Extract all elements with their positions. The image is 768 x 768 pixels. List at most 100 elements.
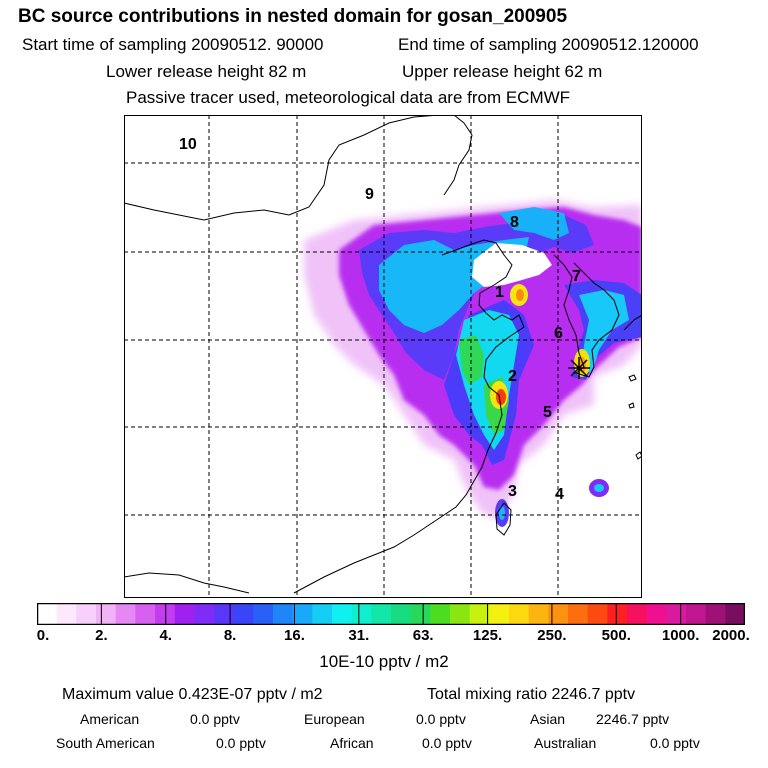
region-label-10: 10 — [179, 136, 197, 153]
region-label-9: 9 — [365, 186, 374, 203]
colorbar-cell — [391, 603, 412, 625]
colorbar-cell — [56, 603, 77, 625]
south-coast — [124, 572, 250, 594]
south-american-label: South American — [56, 735, 155, 751]
colorbar-tick-label: 2. — [95, 627, 108, 644]
african-value: 0.0 pptv — [422, 735, 472, 751]
colorbar-cell — [214, 603, 235, 625]
colorbar-cell — [705, 603, 726, 625]
region-label-3: 3 — [508, 483, 517, 500]
australian-label: Australian — [534, 735, 597, 751]
northern-border — [124, 115, 440, 221]
colorbar-cell — [430, 603, 451, 625]
total-mixing-ratio: Total mixing ratio 2246.7 pptv — [427, 686, 636, 703]
colorbar-cell — [371, 603, 392, 625]
colorbar-cell — [686, 603, 707, 625]
african-label: African — [330, 735, 374, 751]
colorbar-tick-label: 31. — [348, 627, 370, 644]
european-value: 0.0 pptv — [416, 711, 466, 727]
patch-taiwan-strait-core — [499, 506, 505, 520]
american-label: American — [80, 711, 140, 727]
region-label-1: 1 — [495, 284, 504, 301]
maximum-value: Maximum value 0.423E-07 pptv / m2 — [62, 686, 323, 703]
colorbar-cell — [528, 603, 549, 625]
colorbar-cell — [135, 603, 156, 625]
colorbar-frame — [37, 603, 745, 625]
colorbar-cell — [332, 603, 353, 625]
colorbar-tick-label: 8. — [223, 627, 237, 644]
colorbar-cell — [351, 603, 372, 625]
upper-release-label: Upper release height 62 m — [402, 62, 603, 81]
colorbar-cell — [725, 603, 745, 625]
colorbar-cell — [96, 603, 117, 625]
plume-layer-cyan-north — [499, 207, 569, 240]
colorbar-tick-label: 4. — [159, 627, 172, 644]
region-label-4: 4 — [555, 486, 564, 503]
colorbar-tick-label: 250. — [537, 627, 567, 644]
colorbar-cell — [627, 603, 648, 625]
region-label-2: 2 — [508, 368, 517, 385]
colorbar-tick-label: 500. — [601, 627, 631, 644]
colorbar-cell — [312, 603, 333, 625]
coastlines — [124, 115, 642, 594]
plume-layer-cyan-east — [579, 290, 629, 373]
colorbar-cell — [548, 603, 569, 625]
colorbar-cell — [666, 603, 687, 625]
end-time-label: End time of sampling 20090512.120000 — [398, 35, 699, 54]
map-frame — [124, 115, 642, 598]
asian-value: 2246.7 pptv — [596, 711, 670, 727]
map-panel: 10 9 8 7 1 6 2 5 3 4 — [124, 115, 642, 598]
colorbar-cell — [253, 603, 274, 625]
colorbar-cell — [509, 603, 530, 625]
colorbar-cell — [155, 603, 176, 625]
colorbar-tick-label: 125. — [472, 627, 503, 644]
colorbar-unit: 10E-10 pptv / m2 — [319, 652, 449, 671]
concentration-field — [304, 200, 642, 527]
patch-east-sea-core — [594, 484, 604, 492]
lower-release-label: Lower release height 82 m — [106, 62, 307, 81]
hotspot-2-core — [496, 389, 506, 405]
china-coast — [293, 239, 525, 594]
colorbar-cell — [646, 603, 667, 625]
colorbar-dividers — [100, 603, 682, 625]
asian-label: Asian — [530, 711, 566, 727]
colorbar-cell — [587, 603, 608, 625]
region-label-7: 7 — [572, 268, 581, 285]
colorbar-tick-label: 1000. — [661, 627, 700, 644]
south-american-value: 0.0 pptv — [216, 735, 266, 751]
colorbar-cells — [37, 603, 745, 625]
region-label-6: 6 — [554, 325, 563, 342]
colorbar-cell — [607, 603, 628, 625]
european-label: European — [304, 711, 365, 727]
tracer-note: Passive tracer used, meteorological data… — [126, 88, 571, 107]
colorbar-cell — [174, 603, 195, 625]
colorbar-tick-label: 16. — [284, 627, 305, 644]
colorbar-cell — [568, 603, 589, 625]
graticule — [124, 115, 642, 598]
island-2 — [628, 402, 635, 409]
korea-coast — [553, 254, 620, 378]
american-value: 0.0 pptv — [190, 711, 240, 727]
colorbar-cell — [233, 603, 254, 625]
colorbar-cell — [115, 603, 136, 625]
northeast-border — [443, 115, 473, 196]
island-1 — [628, 374, 637, 382]
chart-title: BC source contributions in nested domain… — [18, 6, 568, 27]
colorbar-tick-label: 0. — [36, 627, 50, 644]
colorbar — [37, 603, 745, 625]
start-time-label: Start time of sampling 20090512. 90000 — [22, 35, 324, 54]
region-label-5: 5 — [543, 404, 552, 421]
japan-coast — [623, 314, 642, 331]
island-3 — [635, 451, 642, 460]
region-labels: 10 9 8 7 1 6 2 5 3 4 — [179, 136, 581, 503]
colorbar-cell — [450, 603, 471, 625]
colorbar-cell — [37, 603, 58, 625]
colorbar-cell — [292, 603, 313, 625]
region-label-8: 8 — [510, 214, 519, 231]
receptor-star — [568, 357, 590, 379]
colorbar-cell — [273, 603, 294, 625]
colorbar-cell — [469, 603, 490, 625]
colorbar-cell — [410, 603, 431, 625]
colorbar-tick-label: 63. — [412, 627, 434, 644]
australian-value: 0.0 pptv — [650, 735, 700, 751]
